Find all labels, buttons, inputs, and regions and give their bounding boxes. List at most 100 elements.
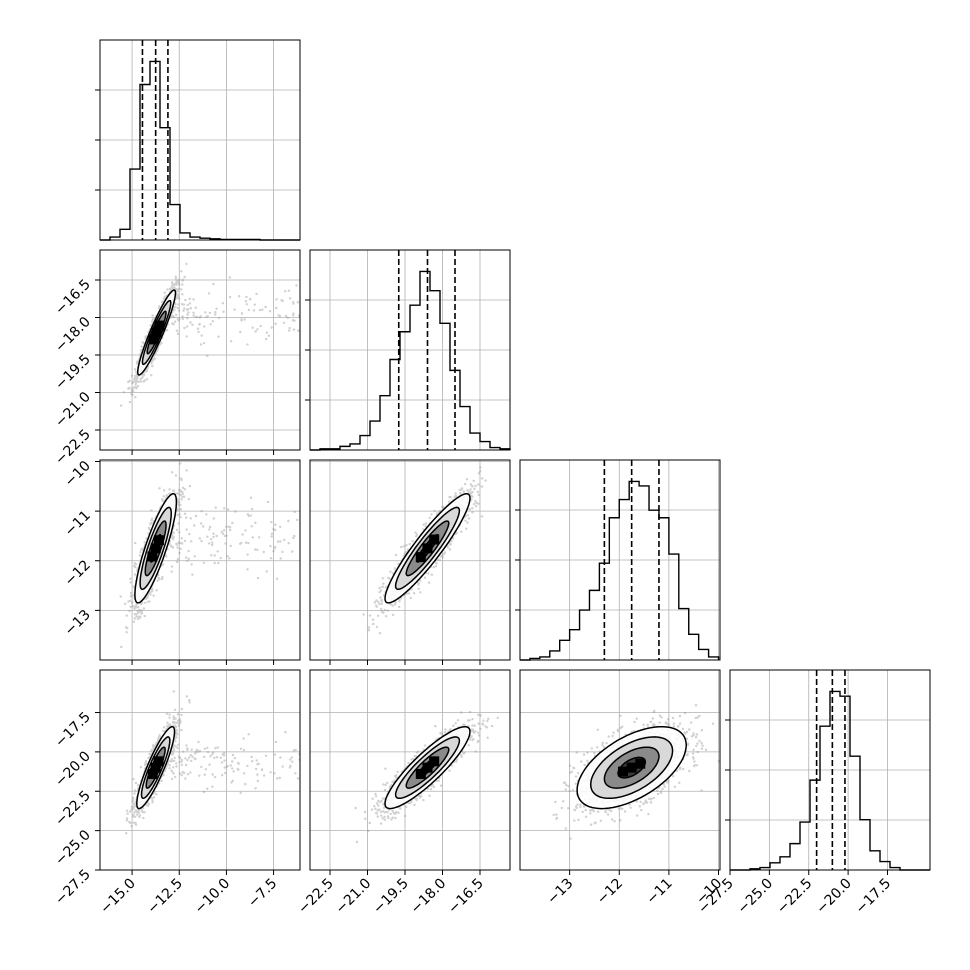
y-tick-label: −22.5	[52, 788, 94, 830]
panel-frame	[519, 669, 721, 871]
diag-panel-2	[515, 459, 721, 661]
panel-content	[310, 460, 510, 660]
panel-frame	[309, 249, 511, 451]
density-peak	[153, 535, 164, 546]
panel-content	[100, 460, 300, 660]
x-tick-label: −10.0	[192, 876, 234, 918]
panel-content	[100, 670, 300, 870]
contour-line	[151, 321, 163, 344]
density-peak	[415, 552, 426, 563]
x-tick-label: −22.5	[295, 876, 337, 918]
contour-line	[140, 736, 171, 800]
x-tick-label: −15.0	[97, 876, 139, 918]
y-tick-label: −18.0	[52, 314, 94, 356]
panel-frame	[729, 669, 931, 871]
pair-panel-0-3	[95, 669, 301, 875]
panel-background	[100, 460, 300, 660]
x-tick-label: −25.0	[735, 876, 777, 918]
density-peak	[150, 762, 161, 773]
contour-line	[136, 725, 176, 810]
contour-line	[405, 746, 450, 789]
x-tick-label: −20.0	[813, 876, 855, 918]
density-peak	[422, 543, 433, 554]
contour-line	[589, 736, 674, 800]
x-tick-label: −12.5	[144, 876, 186, 918]
contour-line	[141, 299, 172, 366]
x-tick-label: −21.0	[333, 876, 375, 918]
panel-content	[520, 670, 720, 870]
x-tick-label: −13	[544, 876, 576, 908]
density-peak	[148, 334, 159, 345]
pair-panel-0-2	[95, 459, 301, 665]
pair-panel-1-2	[309, 459, 511, 665]
x-tick-label: −22.5	[774, 876, 816, 918]
density-peak	[618, 766, 629, 777]
y-tick-label: −20.0	[52, 748, 94, 790]
panel-frame	[99, 249, 301, 451]
panel-background	[100, 670, 300, 870]
y-tick-label: −16.5	[52, 277, 94, 319]
y-tick-label: −27.5	[52, 867, 94, 909]
contour-line	[416, 533, 439, 563]
panel-frame	[99, 459, 301, 661]
panel-frame	[99, 669, 301, 871]
contour-line	[384, 493, 471, 604]
y-tick-label: −25.0	[52, 827, 94, 869]
density-peak	[154, 320, 165, 331]
contour-line	[394, 506, 461, 591]
panel-content	[100, 250, 300, 450]
contour-line	[136, 289, 177, 376]
histogram-0	[100, 60, 300, 241]
density-peak	[153, 756, 164, 767]
density-peak	[147, 551, 158, 562]
x-tick-label: −7.5	[245, 876, 280, 911]
histogram-3	[730, 690, 930, 871]
panel-content	[310, 670, 510, 870]
panel-frame	[309, 459, 511, 661]
contour-line	[617, 756, 647, 779]
density-peak	[415, 768, 426, 779]
y-tick-label: −21.0	[52, 389, 94, 431]
contour-line	[416, 756, 439, 779]
contour-line	[144, 520, 167, 577]
x-tick-label: −17.5	[853, 876, 895, 918]
y-tick-label: −22.5	[52, 427, 94, 469]
y-tick-label: −12	[62, 557, 94, 589]
panel-frame	[309, 669, 511, 871]
x-tick-label: −19.5	[370, 876, 412, 918]
panel-frame	[99, 39, 301, 241]
x-tick-label: −11	[644, 876, 676, 908]
density-peak	[626, 762, 637, 773]
diag-panel-3	[725, 669, 931, 871]
histogram-1	[310, 270, 511, 451]
density-peak	[150, 543, 161, 554]
pair-panel-0-1	[95, 249, 301, 455]
density-peak	[147, 768, 158, 779]
density-peak	[635, 758, 646, 769]
contour-line	[405, 520, 450, 577]
x-tick-label: −12	[594, 876, 626, 908]
pair-panel-1-3	[309, 669, 511, 875]
density-peak	[429, 534, 440, 545]
y-tick-label: −17.5	[52, 709, 94, 751]
contour-line	[576, 725, 688, 810]
contour-line	[149, 533, 162, 563]
density-peak	[422, 762, 433, 773]
contour-line	[139, 506, 172, 591]
contour-line	[150, 756, 162, 779]
density-peak	[429, 756, 440, 767]
y-tick-label: −19.5	[52, 352, 94, 394]
diag-panel-1	[305, 249, 511, 451]
contour-line	[145, 746, 166, 789]
diag-panel-0	[95, 39, 301, 241]
contour-line	[603, 746, 660, 789]
density-peak	[151, 327, 162, 338]
x-tick-label: −16.5	[445, 876, 487, 918]
y-tick-label: −13	[62, 607, 94, 639]
contour-line	[146, 310, 167, 355]
x-tick-label: −18.0	[408, 876, 450, 918]
panel-background	[100, 250, 300, 450]
panel-frame	[519, 459, 721, 661]
histogram-2	[520, 480, 720, 661]
